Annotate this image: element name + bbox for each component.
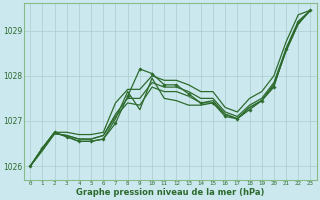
X-axis label: Graphe pression niveau de la mer (hPa): Graphe pression niveau de la mer (hPa) bbox=[76, 188, 265, 197]
